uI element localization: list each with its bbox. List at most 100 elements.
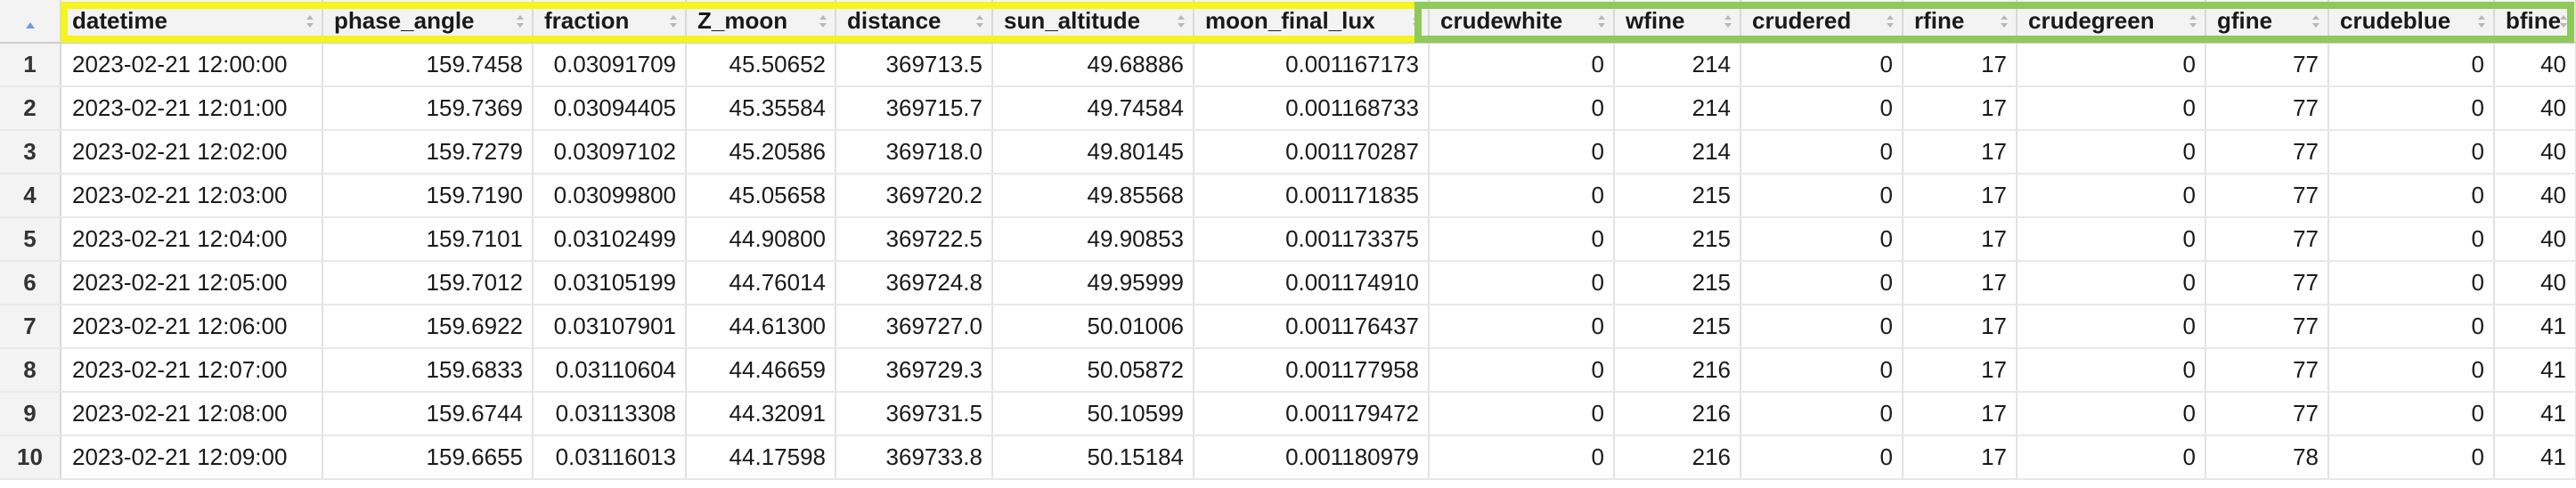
cell-bfine: 40 [2494,43,2576,87]
row-number: 9 [0,392,61,436]
cell-crudeblue: 0 [2328,174,2495,218]
cell-z_moon: 44.32091 [686,392,836,436]
table-row[interactable]: 8 2023-02-21 12:07:00 159.6833 0.03110604 44… [0,348,2576,393]
cell-crudeblue: 0 [2328,130,2495,175]
sort-up-icon[interactable] [24,14,37,30]
row-number: 8 [0,348,61,393]
cell-moon_final_lux: 0.001168733 [1194,86,1430,131]
cell-fraction: 0.03094405 [533,86,687,131]
cell-sun_altitude: 49.74584 [992,86,1194,131]
sort-arrows-icon[interactable] [1884,13,1896,29]
column-header-datetime[interactable]: datetime [61,0,323,44]
cell-z_moon: 45.05658 [686,174,836,218]
table-row[interactable]: 7 2023-02-21 12:06:00 159.6922 0.03107901 44… [0,305,2576,349]
sort-arrows-icon[interactable] [1998,13,2010,29]
column-header-crudered[interactable]: crudered [1740,0,1903,44]
cell-wfine: 214 [1614,130,1741,175]
table-row[interactable]: 9 2023-02-21 12:08:00 159.6744 0.03113308 44… [0,392,2576,436]
sort-arrows-icon[interactable] [1410,13,1423,29]
cell-crudeblue: 0 [2328,217,2495,262]
sort-arrows-icon[interactable] [2475,13,2488,29]
column-header-moon_final_lux[interactable]: moon_final_lux [1194,0,1430,44]
column-header-rfine[interactable]: rfine [1903,0,2018,44]
table-row[interactable]: 4 2023-02-21 12:03:00 159.7190 0.03099800 45… [0,174,2576,218]
sort-arrows-icon[interactable] [667,13,680,29]
column-header-label: phase_angle [334,7,475,34]
cell-distance: 369724.8 [836,261,993,305]
column-header-bfine[interactable]: bfine [2494,0,2576,44]
sort-arrows-icon[interactable] [1175,13,1187,29]
cell-fraction: 0.03105199 [533,261,687,305]
sort-arrows-icon[interactable] [1595,13,1608,29]
row-number: 5 [0,217,61,262]
sort-arrows-icon[interactable] [1722,13,1734,29]
column-header-label: fraction [544,7,630,34]
cell-crudered: 0 [1740,130,1903,175]
cell-bfine: 40 [2494,217,2576,262]
sort-arrows-icon[interactable] [2557,13,2570,29]
table-row[interactable]: 5 2023-02-21 12:04:00 159.7101 0.03102499 44… [0,217,2576,262]
column-header-label: crudewhite [1440,7,1563,34]
cell-wfine: 215 [1614,305,1741,349]
cell-phase_angle: 159.6922 [322,305,534,349]
table-row[interactable]: 10 2023-02-21 12:09:00 159.6655 0.03116013 4… [0,435,2576,480]
cell-bfine: 41 [2494,435,2576,480]
cell-crudeblue: 0 [2328,435,2495,480]
cell-gfine: 77 [2205,392,2329,436]
sort-arrows-icon[interactable] [514,13,526,29]
column-header-fraction[interactable]: fraction [533,0,687,44]
column-header-label: sun_altitude [1004,7,1141,34]
sort-arrows-icon[interactable] [974,13,986,29]
column-header-gfine[interactable]: gfine [2205,0,2329,44]
cell-crudewhite: 0 [1429,130,1615,175]
table-row[interactable]: 2 2023-02-21 12:01:00 159.7369 0.03094405 45… [0,86,2576,131]
cell-z_moon: 44.46659 [686,348,836,393]
cell-phase_angle: 159.7101 [322,217,534,262]
cell-gfine: 78 [2205,435,2329,480]
column-header-sun_altitude[interactable]: sun_altitude [992,0,1194,44]
cell-crudeblue: 0 [2328,392,2495,436]
cell-wfine: 215 [1614,217,1741,262]
sort-arrows-icon[interactable] [817,13,829,29]
cell-bfine: 41 [2494,348,2576,393]
cell-moon_final_lux: 0.001180979 [1194,435,1430,480]
table-row[interactable]: 1 2023-02-21 12:00:00 159.7458 0.03091709 45… [0,43,2576,87]
sort-arrows-icon[interactable] [2187,13,2199,29]
cell-wfine: 216 [1614,392,1741,436]
rownum-header[interactable] [0,0,61,44]
cell-crudegreen: 0 [2017,174,2206,218]
column-header-distance[interactable]: distance [836,0,993,44]
sort-arrows-icon[interactable] [2310,13,2322,29]
table-row[interactable]: 6 2023-02-21 12:05:00 159.7012 0.03105199 44… [0,261,2576,305]
column-header-phase_angle[interactable]: phase_angle [322,0,534,44]
cell-sun_altitude: 50.05872 [992,348,1194,393]
column-header-crudewhite[interactable]: crudewhite [1429,0,1615,44]
column-header-crudeblue[interactable]: crudeblue [2328,0,2495,44]
cell-moon_final_lux: 0.001179472 [1194,392,1430,436]
cell-crudegreen: 0 [2017,348,2206,393]
cell-z_moon: 45.50652 [686,43,836,87]
cell-sun_altitude: 49.90853 [992,217,1194,262]
cell-crudeblue: 0 [2328,86,2495,131]
cell-fraction: 0.03099800 [533,174,687,218]
table-body: 1 2023-02-21 12:00:00 159.7458 0.03091709 45… [0,43,2576,480]
cell-crudeblue: 0 [2328,261,2495,305]
column-header-z_moon[interactable]: Z_moon [686,0,836,44]
column-header-wfine[interactable]: wfine [1614,0,1741,44]
table-row[interactable]: 3 2023-02-21 12:02:00 159.7279 0.03097102 45… [0,130,2576,175]
column-header-label: crudered [1752,7,1852,34]
sort-arrows-icon[interactable] [304,13,316,29]
column-header-crudegreen[interactable]: crudegreen [2017,0,2206,44]
cell-rfine: 17 [1903,305,2018,349]
cell-z_moon: 44.61300 [686,305,836,349]
cell-crudegreen: 0 [2017,435,2206,480]
cell-phase_angle: 159.6655 [322,435,534,480]
column-header-label: distance [847,7,942,34]
cell-phase_angle: 159.6833 [322,348,534,393]
cell-rfine: 17 [1903,435,2018,480]
column-header-label: moon_final_lux [1205,7,1375,34]
cell-sun_altitude: 50.01006 [992,305,1194,349]
column-header-label: gfine [2217,7,2273,34]
